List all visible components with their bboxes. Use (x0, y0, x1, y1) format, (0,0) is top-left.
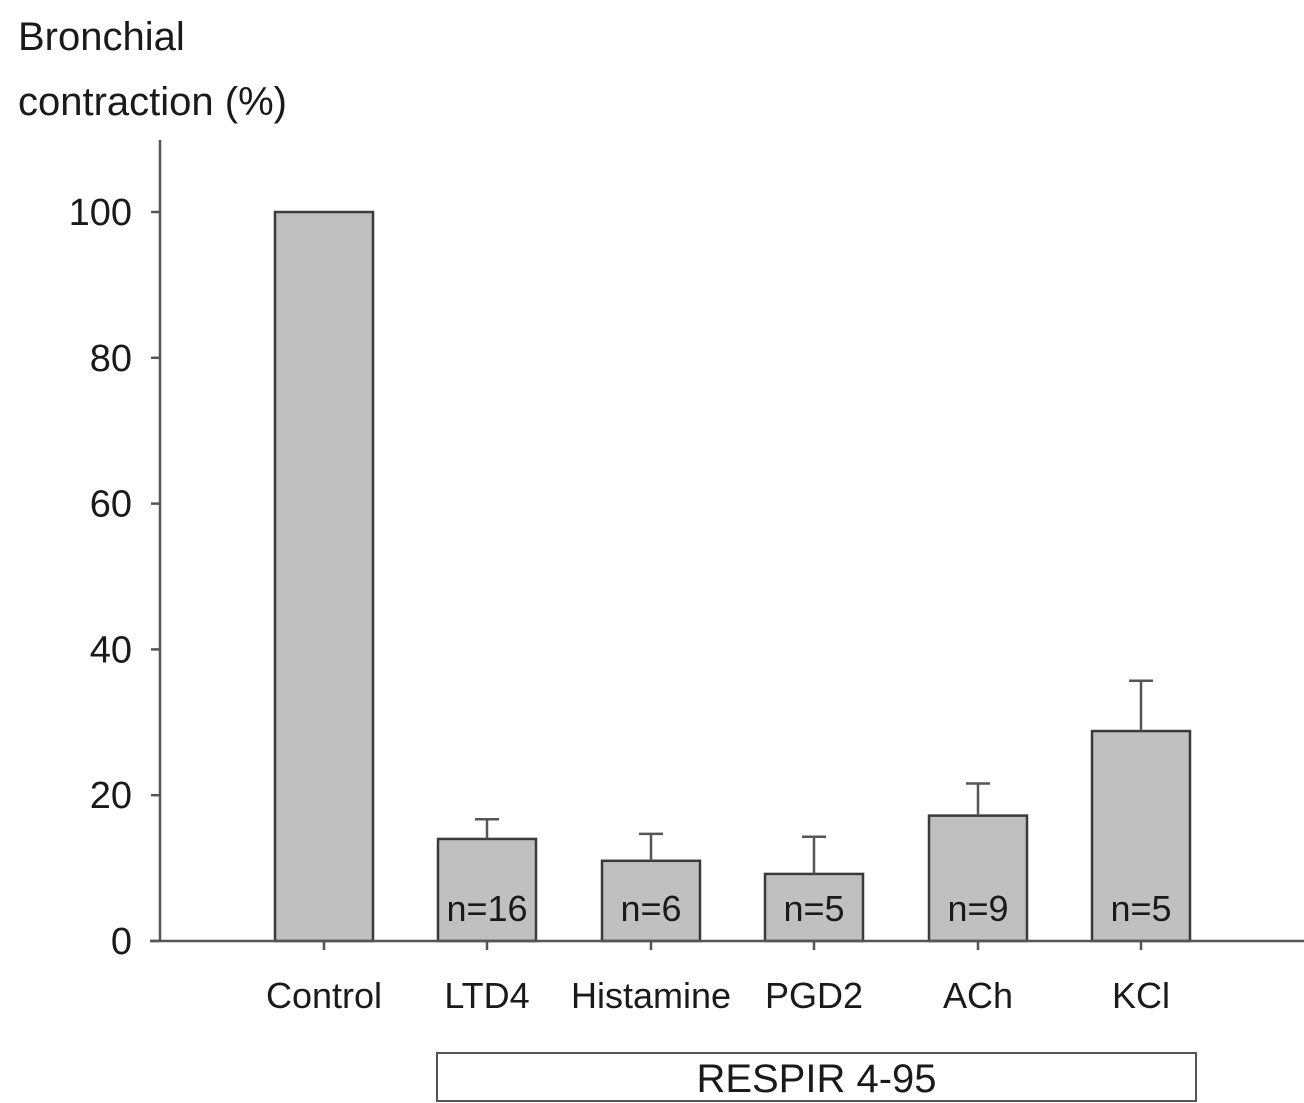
bar-control (273, 210, 375, 943)
y-axis-label-line-2: contraction (%) (18, 80, 287, 124)
y-tick-label-1: 20 (90, 775, 132, 817)
x-tick-label-ltd4: LTD4 (444, 975, 529, 1016)
x-tick-label-pgd2: PGD2 (765, 975, 863, 1016)
n-label-histamine: n=6 (620, 888, 681, 929)
y-axis-label-line-1: Bronchial (18, 15, 185, 59)
x-tick-label-kcl: KCl (1112, 975, 1170, 1016)
group-label-box (436, 1052, 1197, 1102)
x-tick-label-ach: ACh (943, 975, 1013, 1016)
y-tick-label-0: 0 (111, 921, 132, 963)
y-tick-label-4: 80 (90, 338, 132, 380)
n-label-kcl: n=5 (1110, 888, 1171, 929)
error-bars (475, 679, 1153, 874)
y-axis-ticks: 0 20 40 60 80 100 (69, 192, 160, 963)
n-label-pgd2: n=5 (783, 888, 844, 929)
y-tick-label-2: 40 (90, 629, 132, 671)
sample-size-labels: n=16 n=6 n=5 n=9 n=5 (446, 888, 1171, 929)
y-tick-label-5: 100 (69, 192, 132, 234)
bar-histamine (600, 859, 702, 943)
bar-kcl (1090, 729, 1192, 943)
y-tick-label-3: 60 (90, 484, 132, 526)
x-axis-ticks: Control LTD4 Histamine PGD2 ACh KCl (266, 941, 1170, 1016)
n-label-ach: n=9 (947, 888, 1008, 929)
n-label-ltd4: n=16 (446, 888, 527, 929)
group-label: RESPIR 4-95 (696, 1057, 936, 1101)
x-tick-label-control: Control (266, 975, 382, 1016)
bar-pgd2 (763, 872, 865, 943)
x-tick-label-histamine: Histamine (571, 975, 731, 1016)
bars (273, 210, 1192, 943)
